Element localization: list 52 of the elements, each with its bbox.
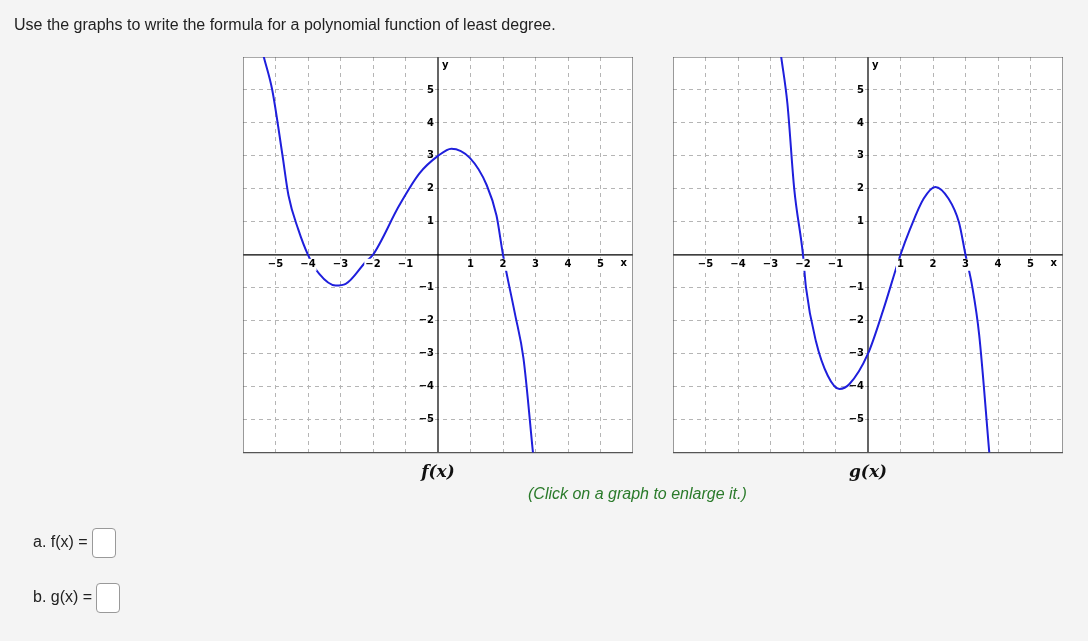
y-tick-label: −5 <box>418 413 435 425</box>
x-tick-label: 2 <box>499 258 507 270</box>
y-tick-label: −1 <box>418 281 435 293</box>
y-tick-label: 4 <box>857 116 865 128</box>
x-tick-label: 2 <box>929 258 937 270</box>
x-tick-label: −1 <box>827 258 844 270</box>
x-tick-label: −2 <box>365 258 381 270</box>
x-tick-label: 5 <box>597 258 605 270</box>
x-tick-label: 4 <box>564 258 572 270</box>
x-tick-label: 1 <box>467 258 475 270</box>
y-tick-label: −2 <box>418 314 435 326</box>
y-tick-label: −3 <box>848 347 865 359</box>
text: f(x) <box>420 461 455 482</box>
y-tick-label: −1 <box>848 281 865 293</box>
x-tick-label: −4 <box>300 258 316 270</box>
y-tick-label: 4 <box>427 116 435 128</box>
y-tick-label: −4 <box>418 380 435 392</box>
y-tick-label: 2 <box>857 182 865 194</box>
y-tick-label: 5 <box>427 83 435 95</box>
y-tick-label: 1 <box>427 215 435 227</box>
y-tick-label: 3 <box>427 149 435 161</box>
y-tick-label: 5 <box>857 83 865 95</box>
x-axis-title: x <box>620 257 628 269</box>
y-tick-label: 3 <box>857 149 865 161</box>
text: a. f(x) = <box>33 533 88 551</box>
x-tick-label: −1 <box>397 258 414 270</box>
text: (Click on a graph to enlarge it.) <box>528 485 747 503</box>
text: b. g(x) = <box>33 588 93 606</box>
x-tick-label: −3 <box>332 258 349 270</box>
x-tick-label: −2 <box>795 258 811 270</box>
x-tick-label: 1 <box>897 258 905 270</box>
x-tick-label: −5 <box>267 258 284 270</box>
y-tick-label: −4 <box>848 380 865 392</box>
line-series <box>262 57 534 453</box>
x-tick-label: 3 <box>532 258 540 270</box>
y-tick-label: −2 <box>848 314 865 326</box>
x-tick-label: −5 <box>697 258 714 270</box>
y-axis-title: y <box>872 58 879 70</box>
x-tick-label: 3 <box>962 258 970 270</box>
line-series <box>780 57 991 453</box>
x-axis-title: x <box>1050 257 1058 269</box>
x-tick-label: 5 <box>1027 258 1035 270</box>
y-tick-label: 2 <box>427 182 435 194</box>
x-tick-label: −4 <box>730 258 746 270</box>
y-tick-label: −3 <box>418 347 435 359</box>
x-tick-label: −3 <box>762 258 779 270</box>
y-tick-label: 1 <box>857 215 865 227</box>
text: g(x) <box>848 461 888 482</box>
y-tick-label: −5 <box>848 413 865 425</box>
text: Use the graphs to write the formula for a polynomial function of least degree. <box>14 16 556 34</box>
y-axis-title: y <box>442 58 449 70</box>
x-tick-label: 4 <box>994 258 1002 270</box>
